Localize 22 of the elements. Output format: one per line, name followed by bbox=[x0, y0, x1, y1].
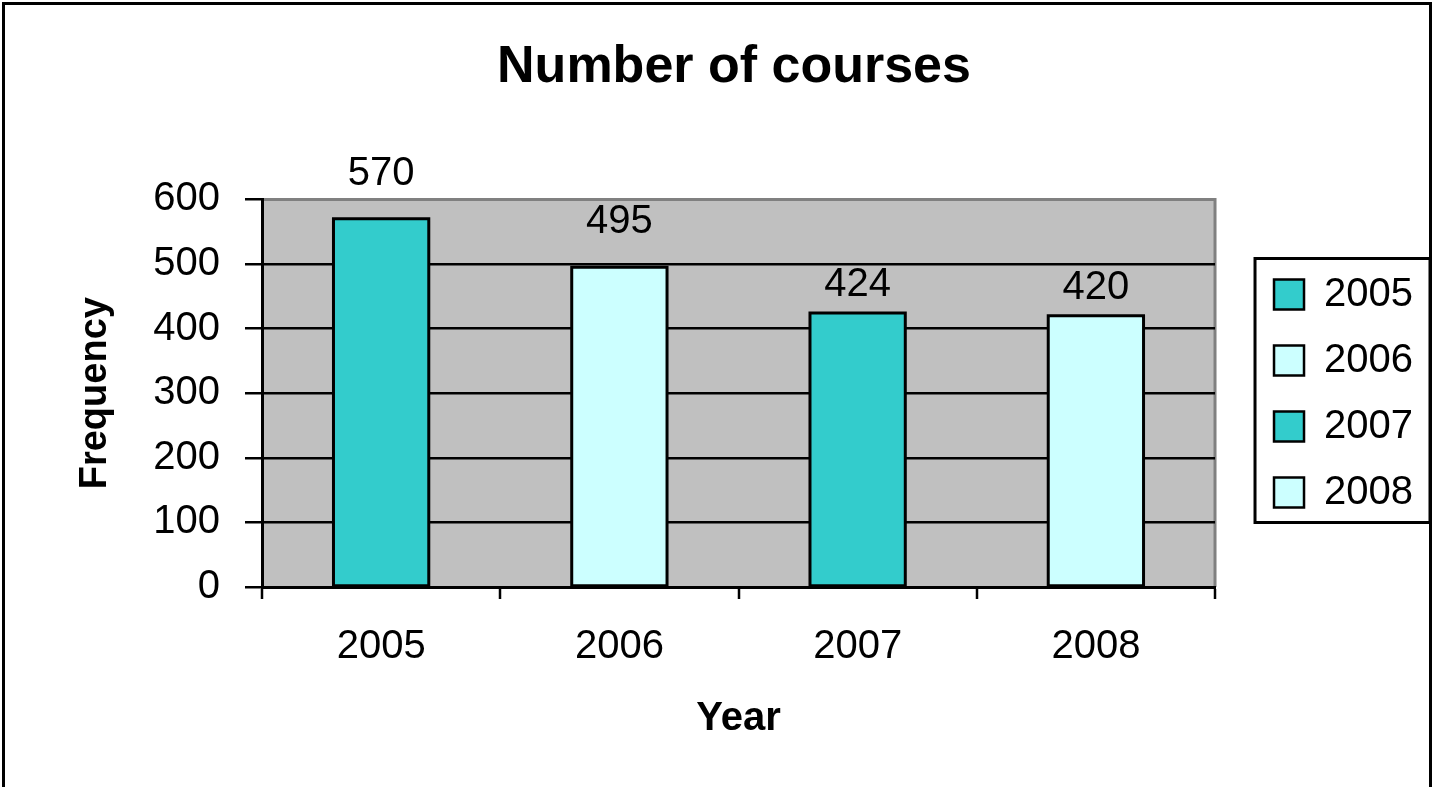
y-tick-label: 0 bbox=[197, 562, 220, 607]
data-label: 570 bbox=[347, 148, 415, 193]
data-label: 424 bbox=[824, 260, 892, 305]
x-tick-label: 2006 bbox=[574, 622, 664, 667]
y-tick-label: 300 bbox=[153, 368, 220, 413]
x-axis-title: Year bbox=[696, 694, 781, 739]
data-label: 420 bbox=[1062, 262, 1130, 307]
y-tick-label: 200 bbox=[153, 432, 220, 477]
legend-label: 2007 bbox=[1324, 401, 1413, 446]
y-tick-label: 100 bbox=[153, 497, 220, 542]
y-tick-label: 500 bbox=[153, 239, 220, 284]
y-tick-label: 400 bbox=[153, 303, 220, 348]
x-tick-label: 2008 bbox=[1051, 622, 1141, 667]
x-tick-label: 2005 bbox=[336, 622, 426, 667]
legend-label: 2006 bbox=[1324, 335, 1413, 380]
legend-label: 2005 bbox=[1324, 269, 1413, 314]
legend-label: 2008 bbox=[1324, 467, 1413, 512]
data-label: 495 bbox=[586, 197, 653, 242]
y-axis-title: Frequency bbox=[72, 297, 115, 490]
x-tick-label: 2007 bbox=[813, 622, 903, 667]
y-tick-label: 600 bbox=[153, 174, 220, 219]
chart-title: Number of courses bbox=[497, 34, 971, 93]
